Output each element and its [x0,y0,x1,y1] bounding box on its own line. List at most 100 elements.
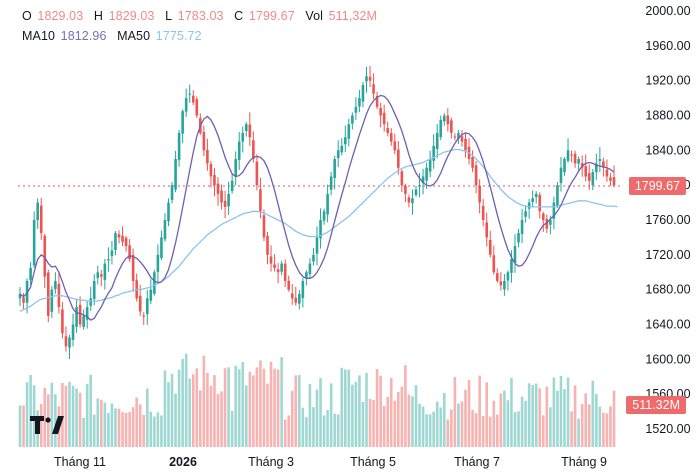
ma-legend: MA10 1812.96 MA50 1775.72 [22,29,209,43]
volume-bar [541,415,545,447]
volume-bar [273,368,276,447]
volume-bar [485,382,489,447]
volume-bar [262,368,266,447]
volume-bar [442,392,446,447]
candle-body [591,172,595,186]
candle-body [191,95,195,103]
candle-body [255,161,259,186]
candle-body [36,202,39,221]
candle-body [276,269,280,273]
candle-body [453,136,457,138]
candle-body [464,138,467,151]
candle-body [428,159,432,172]
volume-bar [248,371,252,447]
candle-body [64,336,68,347]
volume-bar [549,407,552,447]
ma10-value: 1812.96 [60,29,107,43]
high-value: 1829.03 [108,9,155,23]
volume-bar [609,406,612,447]
volume-bar [414,385,418,447]
volume-bar [439,407,443,447]
candle-body [439,119,443,138]
candle-body [294,297,298,303]
volume-bar [283,419,287,447]
volume-bar [43,387,47,447]
volume-bar [347,369,351,447]
candle-body [280,263,283,272]
volume-value: 511,32M [328,9,378,23]
volume-bar [365,372,368,447]
volume-bar [39,404,43,447]
candle-body [595,163,598,173]
candle-body [241,132,245,142]
candle-body [397,149,400,168]
candle-body [499,281,503,286]
candle-body [46,272,50,316]
volume-bar [213,375,216,447]
volume-bar [428,414,432,447]
candle-body [262,215,266,238]
y-tick-label: 1520.00 [645,422,690,436]
candle-body [566,150,570,161]
candle-body [605,169,609,177]
volume-bar [612,390,616,447]
volume-bar [545,386,549,447]
volume-bar [520,396,524,447]
candle-body [506,272,510,281]
y-tick-label: 1920.00 [645,74,690,88]
ma50-line [19,148,618,312]
volume-bar [397,392,400,447]
y-tick-label: 2000.00 [645,4,690,18]
volume-bar [605,413,609,447]
volume-bar [382,405,386,447]
volume-bar [591,380,595,447]
volume-bar [177,369,181,447]
candle-body [343,137,347,145]
candle-body [184,98,188,112]
volume-bar [478,375,481,447]
candle-body [301,280,305,299]
candle-body [25,280,29,303]
volume-bar [234,365,237,447]
volume-bar [513,412,517,447]
volume-bar [280,357,283,447]
candle-body [142,315,146,317]
volume-bar [18,405,22,447]
volume-bar [110,403,114,447]
candle-body [322,211,326,221]
y-tick-label: 1720.00 [645,248,690,262]
candle-body [534,193,538,198]
volume-bar [467,380,471,447]
candle-body [163,220,167,240]
candle-body [78,304,82,325]
volume-bar [531,385,534,447]
volume-bar [375,369,379,447]
candle-body [457,132,460,139]
volume-bar [411,396,414,447]
candle-body [450,120,453,133]
volume-bar [206,372,209,447]
volume-bar [552,377,556,447]
volume-bar [418,403,421,447]
volume-bar [326,410,329,447]
candle-body [145,298,149,315]
volume-bar [61,382,64,447]
candle-body [92,280,96,299]
volume-bar [89,374,93,447]
volume-bar [298,375,301,447]
volume-bar [499,393,503,447]
volume-bar [216,394,220,447]
volume-bar [534,383,538,447]
volume-bar [457,403,460,447]
candle-body [326,193,329,215]
candle-body [329,176,333,190]
volume-bar [407,394,411,447]
candle-body [336,150,340,159]
candle-body [209,164,213,177]
candle-body [234,159,237,177]
volume-bar [510,377,513,447]
candle-body [89,298,93,306]
volume-bar [329,383,333,447]
volume-bar [255,367,259,447]
